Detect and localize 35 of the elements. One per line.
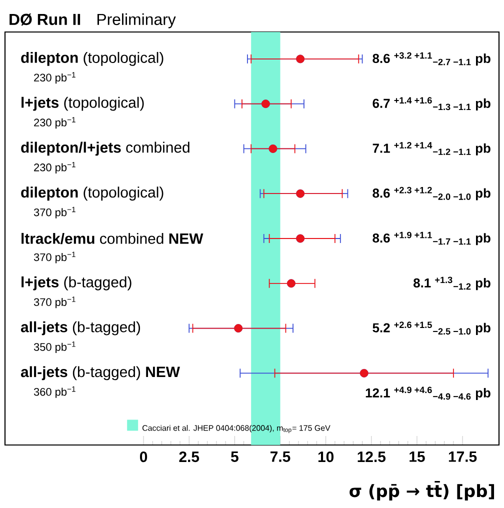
x-tick-label: 15 <box>410 452 425 462</box>
x-tick-label: 10 <box>318 452 334 462</box>
annotation: 370 pb$^{−1}$ <box>34 296 76 308</box>
annotation: 230 pb$^{−1}$ <box>34 162 76 174</box>
annotation: 8.6 $^{+3.2 +1.1}$$_{−2.7 −1.1}$ pb <box>372 52 490 66</box>
x-tick-label: 17.5 <box>448 452 477 462</box>
x-tick-label: 7.5 <box>270 452 290 462</box>
y-tick-label: dilepton (topological) <box>21 186 164 201</box>
x-tick-label: 5 <box>230 452 238 462</box>
y-tick-label: dilepton (topological) <box>21 52 164 66</box>
annotation: 230 pb$^{−1}$ <box>34 72 76 84</box>
annotation: 350 pb$^{−1}$ <box>34 342 76 354</box>
annotation: 360 pb$^{−1}$ <box>34 386 76 398</box>
annotation: 8.6 $^{+2.3 +1.2}$$_{−2.0 −1.0}$ pb <box>372 186 490 200</box>
y-tick-label: all-jets (b-tagged) NEW <box>20 366 180 380</box>
y-tick-label: l+jets (topological) <box>22 96 144 111</box>
annotation: 370 pb$^{−1}$ <box>34 206 76 218</box>
y-tick-label: dilepton/l+jets combined <box>21 142 190 156</box>
x-axis-title: σ (pp̄ → tt̄) [pb] <box>350 480 494 500</box>
chart-title: DØ Run II <box>10 13 80 26</box>
annotation: 8.1 $^{+1.3}$$_{−1.2}$ pb <box>414 276 490 290</box>
x-tick-label: 0 <box>140 452 148 462</box>
x-tick-label: 2.5 <box>179 452 200 462</box>
annotation: 230 pb$^{−1}$ <box>34 117 76 129</box>
y-tick-label: ltrack/emu combined NEW <box>22 232 204 244</box>
y-tick-label: all-jets (b-tagged) <box>20 321 140 336</box>
annotation: 8.6 $^{+1.9 +1.1}$$_{−1.7 −1.1}$ pb <box>372 232 490 246</box>
annotation: 12.1 $^{+4.9 +4.6}$$_{−4.9 −4.6}$ pb <box>366 386 490 400</box>
annotation: 6.7 $^{+1.4 +1.6}$$_{−1.3 −1.1}$ pb <box>372 97 490 111</box>
y-tick-label: l+jets (b-tagged) <box>22 276 132 290</box>
annotation: 7.1 $^{+1.2 +1.4}$$_{−1.2 −1.1}$ pb <box>372 142 490 156</box>
annotation: 5.2 $^{+2.6 +1.5}$$_{−2.5 −1.0}$ pb <box>372 322 490 335</box>
annotation: 370 pb$^{−1}$ <box>34 252 76 264</box>
x-tick-label: 12.5 <box>358 452 386 462</box>
chart-subtitle: Preliminary <box>97 13 176 28</box>
